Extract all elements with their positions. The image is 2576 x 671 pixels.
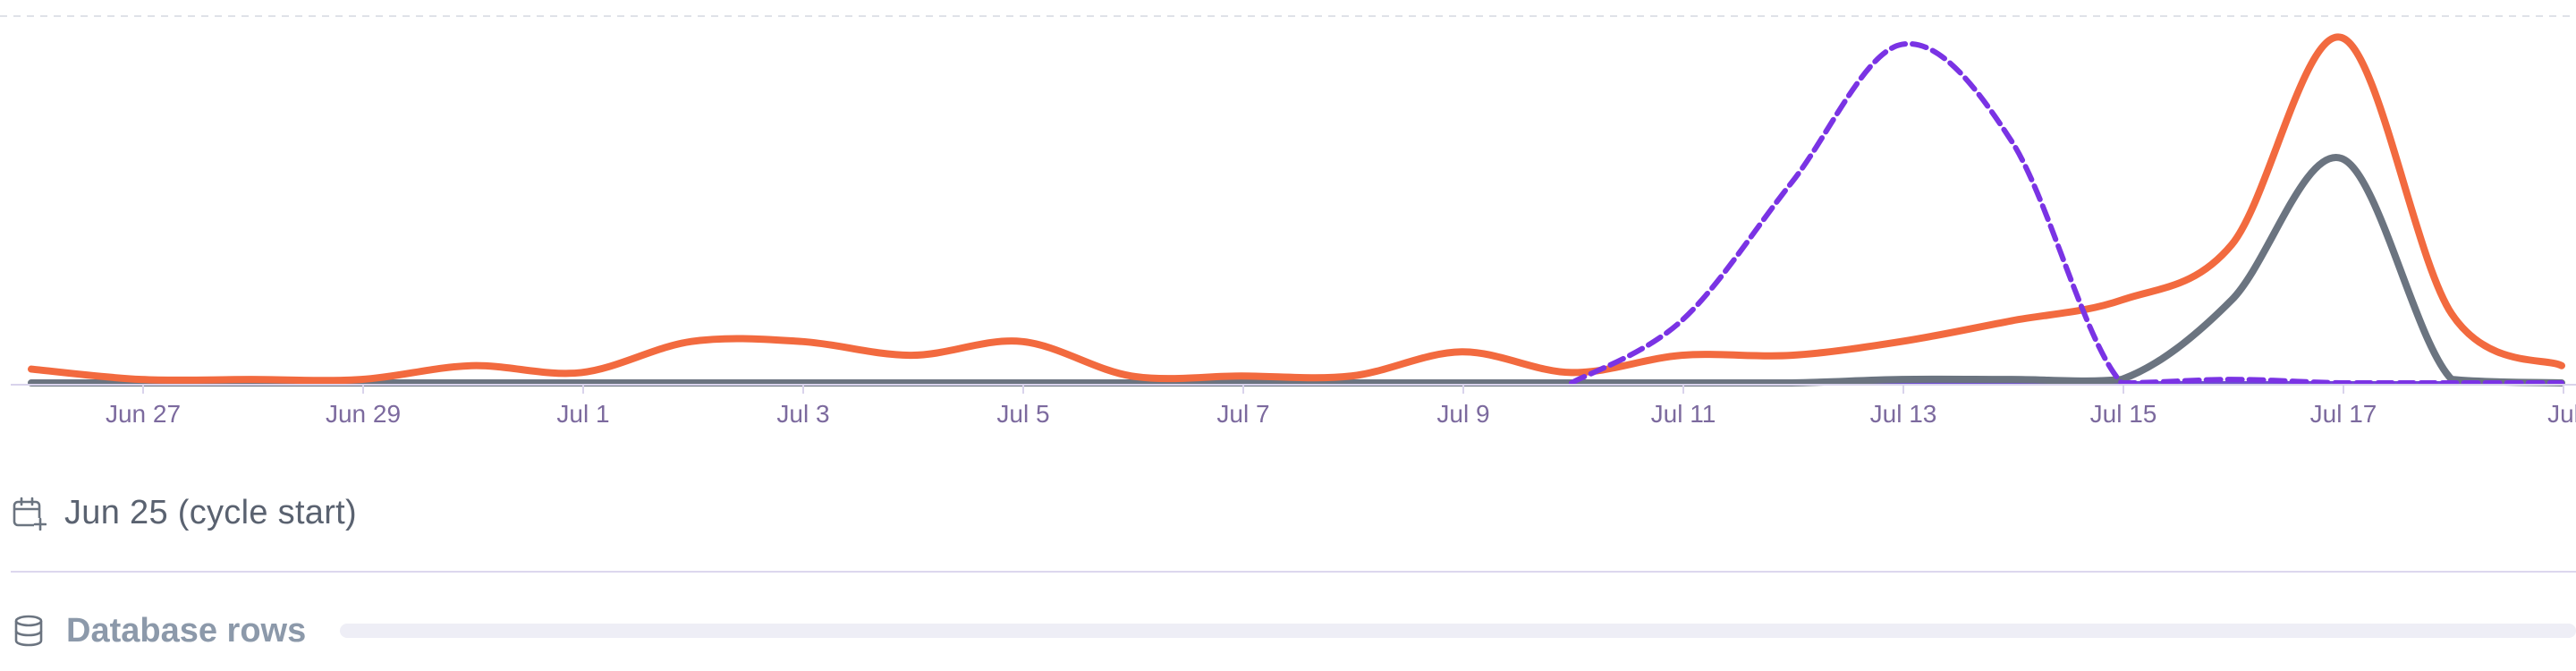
- database-rows-bar: [340, 624, 2576, 638]
- series-line-2: [1569, 40, 2564, 386]
- x-tick-label: Jun 27: [106, 400, 181, 428]
- calendar-plus-icon: [11, 495, 47, 531]
- x-axis-ticks: Jun 27 Jun 29 Jul 1 Jul 3 Jul 5 Jul 7 Jul 9 Jul…: [106, 385, 2576, 428]
- usage-chart-svg: Jun 27 Jun 29 Jul 1 Jul 3 Jul 5 Jul 7 Jul 9 Jul…: [0, 15, 2576, 428]
- database-rows-label: Database rows: [66, 611, 307, 650]
- x-tick-label: Jul 15: [2090, 400, 2157, 428]
- usage-chart: Jun 27 Jun 29 Jul 1 Jul 3 Jul 5 Jul 7 Jul 9 Jul…: [0, 15, 2576, 428]
- database-rows-row[interactable]: Database rows: [11, 608, 2576, 653]
- x-tick-label: Jul 3: [776, 400, 829, 428]
- section-divider: [11, 571, 2576, 573]
- x-tick-label: Jul 9: [1436, 400, 1489, 428]
- database-icon: [11, 613, 47, 649]
- x-tick-label: Jul 11: [1651, 400, 1716, 428]
- x-tick-label: Jun 29: [326, 400, 401, 428]
- series-layer: [28, 33, 2565, 387]
- series-line-1: [28, 154, 2565, 387]
- series-line-0: [28, 33, 2565, 385]
- x-tick-label: Jul 17: [2310, 400, 2377, 428]
- x-tick-label: Jul 7: [1216, 400, 1269, 428]
- x-tick-label: Jul 5: [996, 400, 1049, 428]
- cycle-start-label: Jun 25 (cycle start): [64, 493, 357, 531]
- x-tick-label: Jul: [2547, 400, 2576, 428]
- cycle-start-row: Jun 25 (cycle start): [11, 488, 357, 538]
- x-tick-label: Jul 1: [556, 400, 609, 428]
- x-tick-label: Jul 13: [1870, 400, 1937, 428]
